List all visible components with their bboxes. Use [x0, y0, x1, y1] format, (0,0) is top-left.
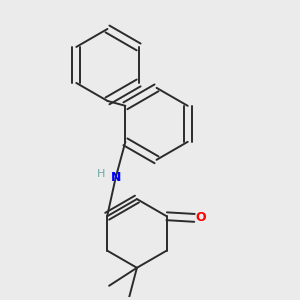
Text: H: H: [97, 169, 105, 179]
Text: N: N: [111, 171, 122, 184]
Text: O: O: [195, 212, 206, 224]
